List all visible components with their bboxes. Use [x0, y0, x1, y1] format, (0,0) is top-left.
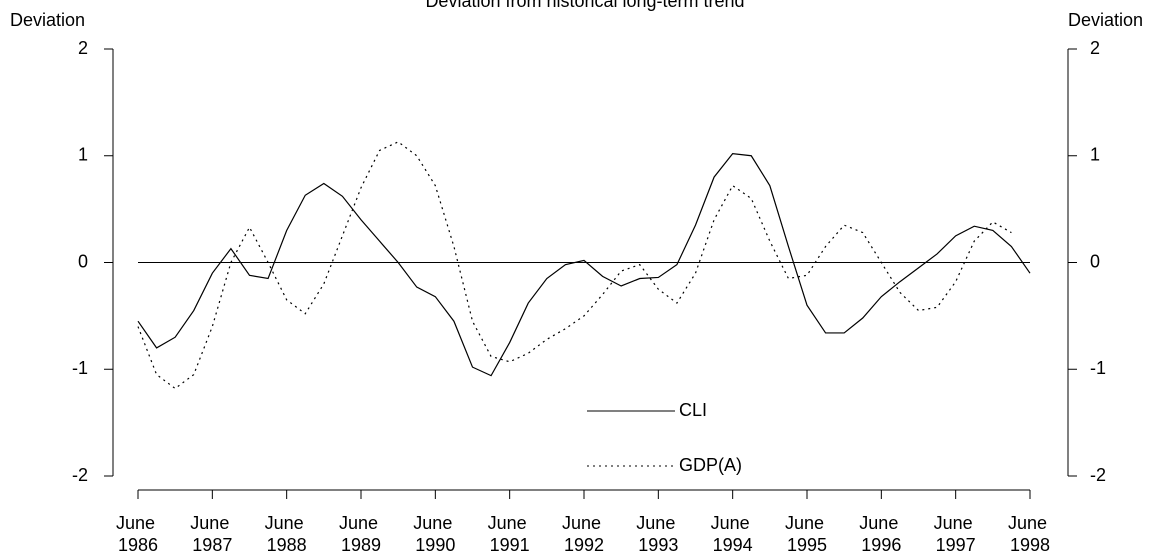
y2-tick-label: -1: [1090, 358, 1106, 378]
y-tick-label: 1: [78, 145, 88, 165]
x-tick-label: June 1995: [785, 513, 829, 555]
series-line: [137, 141, 1012, 390]
x-tick-label: June 1991: [488, 513, 532, 555]
y2-tick-label: 0: [1090, 251, 1100, 271]
series-line: [137, 152, 1031, 377]
y2-tick-label: 2: [1090, 38, 1100, 58]
y-tick-label: -2: [72, 465, 88, 485]
x-tick-label: June 1990: [413, 513, 457, 555]
legend-label: CLI: [679, 400, 707, 420]
y-tick-label: 0: [78, 251, 88, 271]
x-tick-label: June 1993: [636, 513, 680, 555]
x-tick-label: June 1994: [711, 513, 755, 555]
x-tick-label: June 1996: [859, 513, 903, 555]
y-tick-label: -1: [72, 358, 88, 378]
chart-title: Deviation from historical long-term tren…: [425, 0, 744, 11]
y2-tick-label: 1: [1090, 145, 1100, 165]
y-axis-label: Deviation: [10, 10, 85, 30]
x-tick-label: June 1997: [934, 513, 978, 555]
x-tick-label: June 1992: [562, 513, 606, 555]
y2-axis-label: Deviation: [1068, 10, 1143, 30]
x-tick-label: June 1998: [1008, 513, 1052, 555]
y-tick-label: 2: [78, 38, 88, 58]
legend-label: GDP(A): [679, 455, 742, 475]
y2-tick-label: -2: [1090, 465, 1106, 485]
x-tick-label: June 1987: [190, 513, 234, 555]
x-tick-label: June 1986: [116, 513, 160, 555]
x-tick-label: June 1988: [265, 513, 309, 555]
x-tick-label: June 1989: [339, 513, 383, 555]
